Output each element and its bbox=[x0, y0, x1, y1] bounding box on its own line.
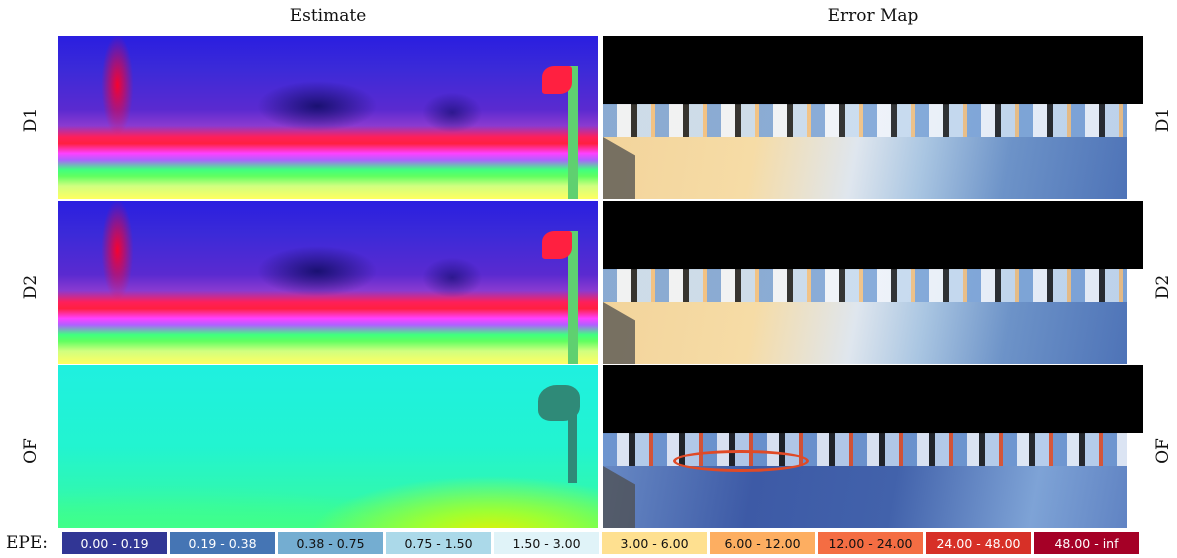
row-label-d2-right: D2 bbox=[1153, 274, 1173, 300]
d2-estimate-image bbox=[58, 201, 598, 364]
row-label-of-right: OF bbox=[1153, 438, 1173, 464]
d2-error-map-image bbox=[603, 201, 1143, 364]
epe-legend-label: EPE: bbox=[6, 533, 48, 553]
epe-legend-bin: 0.19 - 0.38 bbox=[170, 532, 275, 554]
row-label-d1-left: D1 bbox=[21, 107, 41, 133]
epe-color-legend: 0.00 - 0.19 0.19 - 0.38 0.38 - 0.75 0.75 - … bbox=[62, 532, 1142, 554]
d1-error-map-image bbox=[603, 36, 1143, 199]
epe-legend-bin: 6.00 - 12.00 bbox=[710, 532, 815, 554]
epe-legend-bin: 0.38 - 0.75 bbox=[278, 532, 383, 554]
of-estimate-image bbox=[58, 365, 598, 528]
epe-legend-bin: 12.00 - 24.00 bbox=[818, 532, 923, 554]
d1-estimate-image bbox=[58, 36, 598, 199]
epe-legend-bin: 24.00 - 48.00 bbox=[926, 532, 1031, 554]
epe-legend-bin: 48.00 - inf bbox=[1034, 532, 1139, 554]
row-label-of-left: OF bbox=[21, 438, 41, 464]
of-error-map-image bbox=[603, 365, 1143, 528]
epe-legend-bin: 3.00 - 6.00 bbox=[602, 532, 707, 554]
error-map-column-title: Error Map bbox=[827, 6, 919, 26]
epe-legend-bin: 0.00 - 0.19 bbox=[62, 532, 167, 554]
epe-legend-bin: 1.50 - 3.00 bbox=[494, 532, 599, 554]
row-label-d2-left: D2 bbox=[21, 274, 41, 300]
row-label-d1-right: D1 bbox=[1153, 107, 1173, 133]
estimate-column-title: Estimate bbox=[289, 6, 367, 26]
epe-legend-bin: 0.75 - 1.50 bbox=[386, 532, 491, 554]
